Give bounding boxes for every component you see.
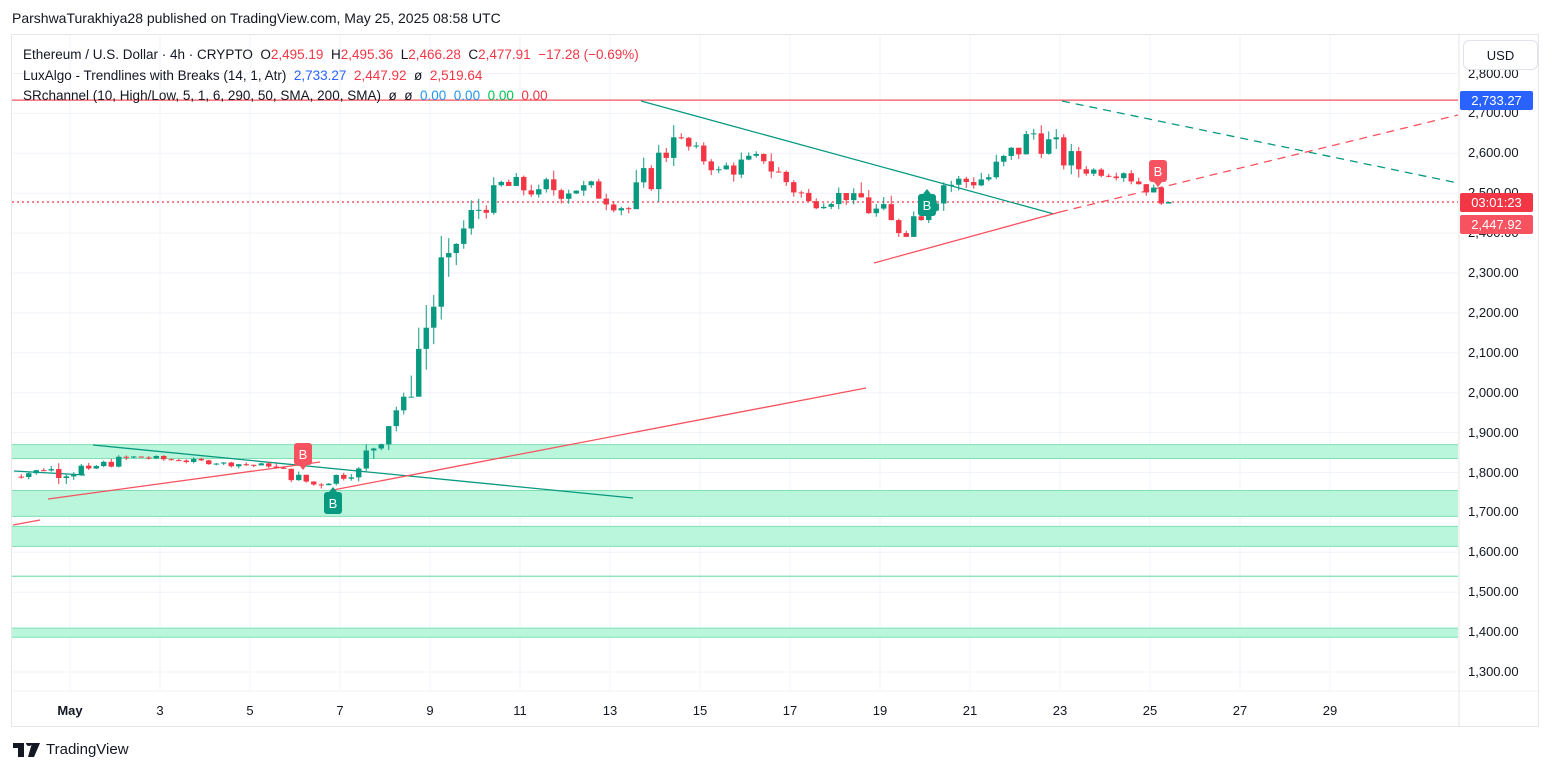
grid-lines bbox=[12, 35, 1538, 726]
svg-text:B: B bbox=[329, 496, 338, 511]
price-tick-label: 2,600.00 bbox=[1468, 145, 1519, 161]
time-tick-label: 19 bbox=[872, 703, 888, 718]
time-tick-label: 25 bbox=[1142, 703, 1158, 718]
low-value: 2,466.28 bbox=[408, 47, 461, 62]
time-tick-label: 7 bbox=[336, 703, 344, 718]
countdown-tag: 03:01:23 bbox=[1460, 193, 1533, 212]
brand-name: TradingView bbox=[46, 741, 129, 758]
price-tick-label: 2,300.00 bbox=[1468, 265, 1519, 280]
symbol-name: Ethereum / U.S. Dollar · 4h · CRYPTO bbox=[23, 47, 253, 62]
time-tick-label: 9 bbox=[426, 703, 434, 718]
price-tick-label: 1,700.00 bbox=[1468, 504, 1519, 520]
time-tick-label: 5 bbox=[246, 703, 254, 718]
price-tick-label: 1,800.00 bbox=[1468, 464, 1519, 480]
close-value: 2,477.91 bbox=[478, 47, 531, 62]
break-marker-b: B bbox=[324, 487, 342, 514]
time-tick-label: 23 bbox=[1052, 703, 1068, 718]
publish-info: ParshwaTurakhiya28 published on TradingV… bbox=[12, 10, 501, 26]
indicator-name: LuxAlgo - Trendlines with Breaks (14, 1,… bbox=[23, 67, 287, 83]
svg-text:B: B bbox=[1154, 164, 1163, 179]
legend-indicator-luxalgo[interactable]: LuxAlgo - Trendlines with Breaks (14, 1,… bbox=[23, 67, 483, 83]
time-tick-label: 29 bbox=[1322, 703, 1338, 718]
tradingview-logo[interactable]: TradingView bbox=[13, 741, 129, 758]
price-tag-lower: 2,447.92 bbox=[1460, 215, 1533, 234]
break-marker-b: B bbox=[1149, 160, 1167, 187]
chart-frame bbox=[11, 34, 1539, 727]
currency-button[interactable]: USD bbox=[1463, 40, 1538, 70]
time-tick-label: May bbox=[57, 703, 83, 718]
time-tick-label: 17 bbox=[782, 703, 798, 718]
price-tag-upper: 2,733.27 bbox=[1460, 91, 1533, 110]
price-tick-label: 1,900.00 bbox=[1468, 424, 1519, 440]
svg-text:B: B bbox=[923, 198, 932, 213]
change-value: −17.28 (−0.69%) bbox=[538, 47, 639, 62]
time-tick-label: 11 bbox=[513, 703, 527, 718]
price-tick-label: 2,200.00 bbox=[1468, 304, 1519, 320]
legend-indicator-srchannel[interactable]: SRchannel (10, High/Low, 5, 1, 6, 290, 5… bbox=[23, 88, 548, 103]
tradingview-logo-icon bbox=[13, 742, 40, 757]
price-tick-label: 2,100.00 bbox=[1468, 344, 1519, 360]
break-marker-b: B bbox=[918, 189, 936, 216]
time-tick-label: 15 bbox=[692, 703, 708, 718]
trendlines bbox=[12, 99, 1459, 526]
price-tick-label: 2,000.00 bbox=[1468, 384, 1519, 400]
high-value: 2,495.36 bbox=[340, 47, 394, 62]
price-tick-label: 1,500.00 bbox=[1468, 584, 1519, 600]
svg-text:B: B bbox=[299, 447, 308, 462]
time-tick-label: 21 bbox=[962, 703, 978, 718]
legend-symbol-row[interactable]: Ethereum / U.S. Dollar · 4h · CRYPTO O2,… bbox=[23, 47, 639, 62]
break-markers: B B B B bbox=[294, 160, 1167, 514]
break-marker-b: B bbox=[294, 443, 312, 470]
chart-legend: Ethereum / U.S. Dollar · 4h · CRYPTO O2,… bbox=[23, 45, 639, 107]
indicator-name: SRchannel (10, High/Low, 5, 1, 6, 290, 5… bbox=[23, 88, 381, 103]
price-tick-label: 1,400.00 bbox=[1468, 624, 1519, 640]
time-tick-label: 3 bbox=[156, 703, 164, 718]
price-tick-label: 1,300.00 bbox=[1468, 664, 1519, 679]
open-value: 2,495.19 bbox=[270, 47, 324, 62]
time-tick-label: 27 bbox=[1232, 703, 1248, 718]
sr-zones bbox=[12, 444, 1458, 638]
time-tick-label: 13 bbox=[602, 703, 618, 718]
price-tick-label: 1,600.00 bbox=[1468, 544, 1519, 560]
candles bbox=[18, 125, 1172, 489]
